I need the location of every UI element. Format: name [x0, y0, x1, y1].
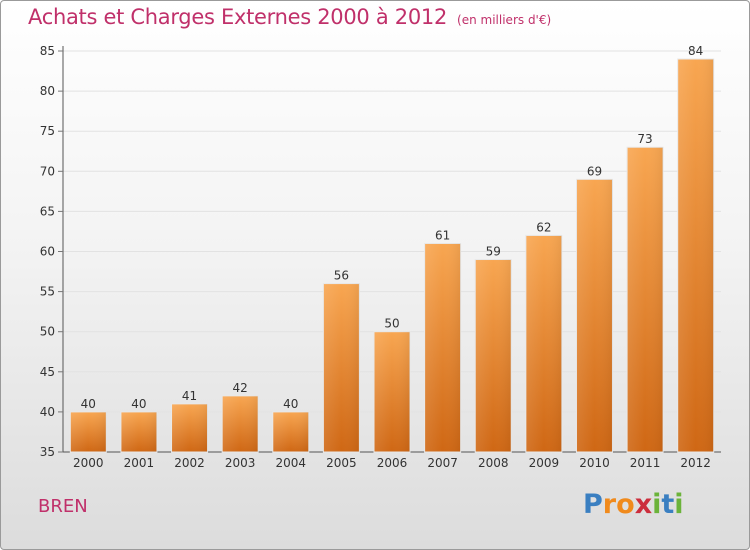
chart-title: Achats et Charges Externes 2000 à 2012 (e…	[28, 5, 551, 29]
x-tick-label: 2007	[427, 456, 458, 470]
x-tick-label: 2012	[680, 456, 711, 470]
x-tick-label: 2009	[529, 456, 560, 470]
y-tick-label: 35	[40, 445, 55, 459]
value-label: 40	[131, 397, 146, 411]
x-tick-label: 2002	[174, 456, 205, 470]
y-tick-label: 45	[40, 365, 55, 379]
x-tick-label: 2008	[478, 456, 509, 470]
y-tick-label: 40	[40, 405, 55, 419]
bar-shade	[475, 259, 512, 452]
x-tick-label: 2010	[579, 456, 610, 470]
value-label: 40	[283, 397, 298, 411]
logo-letter: r	[602, 489, 617, 520]
x-tick-label: 2003	[225, 456, 256, 470]
y-tick-label: 70	[40, 164, 55, 178]
bar-shade	[424, 243, 461, 452]
x-tick-label: 2001	[124, 456, 155, 470]
value-label: 73	[637, 132, 652, 146]
logo-letter: i	[652, 489, 662, 520]
bar-shade	[222, 395, 259, 452]
x-tick-label: 2004	[275, 456, 306, 470]
y-tick-labels: 35 40 45 50 55 60 65 70 75 80 85	[40, 44, 63, 459]
bar-shade	[272, 411, 309, 452]
bar-shade	[323, 283, 360, 452]
value-label: 50	[384, 317, 399, 331]
y-tick-label: 55	[40, 285, 55, 299]
value-label: 62	[536, 220, 551, 234]
y-tick-label: 85	[40, 44, 55, 58]
bar-shade	[374, 331, 410, 452]
bar-shade	[120, 411, 157, 452]
logo-letter: t	[661, 489, 675, 520]
bar-shade	[70, 411, 107, 452]
y-tick-label: 75	[40, 124, 55, 138]
y-tick-label: 65	[40, 204, 55, 218]
value-label: 56	[334, 269, 349, 283]
value-label: 61	[435, 228, 450, 242]
bars	[69, 58, 715, 453]
x-tick-label: 2006	[377, 456, 408, 470]
logo-letter: i	[674, 489, 684, 520]
value-label: 41	[182, 389, 197, 403]
bar-shade	[627, 147, 664, 453]
chart-title-text: Achats et Charges Externes 2000 à 2012	[28, 5, 448, 29]
bar-shade	[576, 179, 613, 452]
bar-shade	[171, 403, 208, 452]
x-tick-label: 2000	[73, 456, 104, 470]
x-tick-labels: 2000 2001 2002 2003 2004 2005 2006 2007 2008 2009…	[73, 456, 711, 470]
logo-letter: x	[634, 489, 653, 520]
value-label: 69	[587, 164, 602, 178]
value-labels: 40 40 41 42 40 56 50 61 59 62 69 73 84	[81, 44, 704, 411]
value-label: 84	[688, 44, 703, 58]
value-label: 59	[486, 245, 501, 259]
logo-letter: o	[616, 489, 635, 520]
x-tick-label: 2011	[630, 456, 661, 470]
bar-shade	[677, 59, 714, 453]
x-tick-label: 2005	[326, 456, 357, 470]
commune-name: BREN	[38, 496, 88, 517]
proxiti-logo[interactable]: Proxiti	[583, 489, 684, 520]
y-tick-label: 50	[40, 325, 55, 339]
value-label: 40	[81, 397, 96, 411]
value-label: 42	[233, 381, 248, 395]
y-tick-label: 80	[40, 84, 55, 98]
logo-letter: P	[583, 489, 603, 520]
y-tick-label: 60	[40, 245, 55, 259]
bar-shade	[525, 235, 562, 452]
chart-subtitle: (en milliers d'€)	[457, 13, 552, 27]
